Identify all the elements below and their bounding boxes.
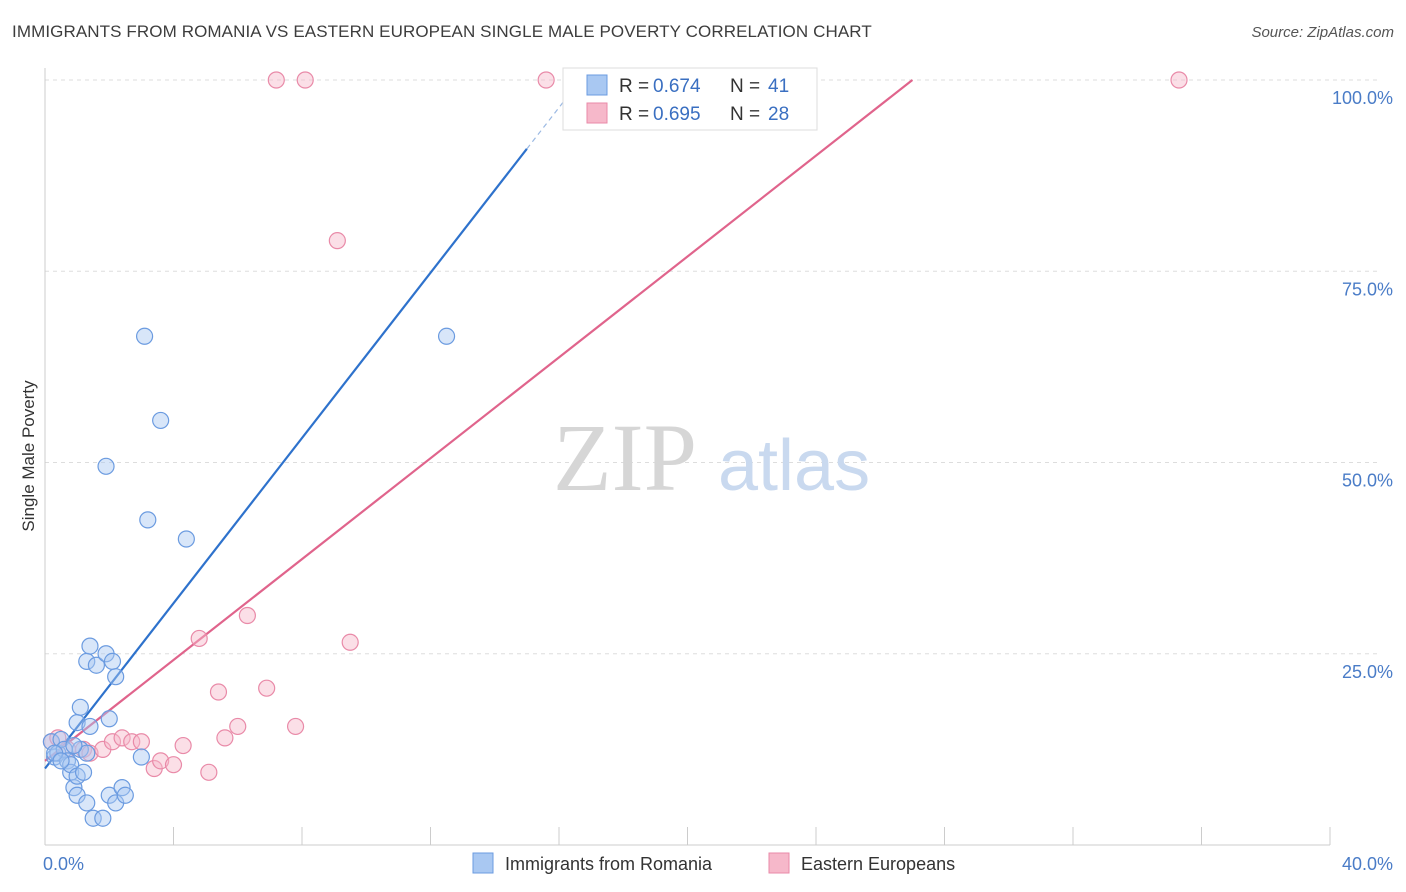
point-romania [116, 786, 134, 804]
point-eastern-europeans [209, 683, 228, 701]
point-romania [87, 656, 106, 674]
watermark: ZIP atlas [553, 404, 870, 511]
stats-swatch-pink [586, 102, 608, 124]
tick-labels: 25.0% 50.0% 75.0% 100.0% 0.0% 40.0% [43, 88, 1393, 874]
trend-line-romania [44, 148, 528, 770]
point-eastern-europeans [286, 717, 305, 736]
point-romania [132, 748, 150, 766]
point-eastern-europeans [1170, 71, 1188, 89]
grid-lines [45, 79, 1380, 655]
point-eastern-europeans [267, 71, 285, 89]
data-points [42, 71, 1188, 827]
stats-r-label-2: R = [619, 104, 649, 125]
trend-line-eastern-europeans [44, 79, 914, 762]
legend-swatch-eastern-europeans [768, 852, 790, 874]
stats-n-value-1: 41 [768, 76, 789, 97]
point-eastern-europeans [103, 733, 122, 751]
point-eastern-europeans [238, 606, 256, 625]
legend-label-romania: Immigrants from Romania [505, 854, 713, 874]
legend-swatch-romania [472, 852, 494, 874]
watermark-atlas: atlas [718, 426, 870, 506]
stats-r-value-1: 0.674 [653, 76, 701, 97]
point-eastern-europeans [537, 71, 555, 89]
series-legend: Immigrants from Romania Eastern European… [472, 852, 955, 874]
trend-lines [44, 79, 914, 770]
point-eastern-europeans [113, 729, 131, 747]
point-romania [107, 668, 125, 686]
point-eastern-europeans [216, 729, 234, 747]
stats-n-label-1: N = [730, 76, 760, 97]
point-eastern-europeans [123, 733, 141, 751]
point-romania [437, 327, 456, 345]
point-eastern-europeans [258, 679, 276, 697]
point-romania [81, 637, 99, 655]
point-romania [135, 327, 154, 345]
point-romania [97, 457, 115, 475]
stats-legend-box: R = 0.674 N = 41 R = 0.695 N = 28 [562, 67, 818, 131]
point-eastern-europeans [132, 733, 150, 751]
point-romania [52, 752, 70, 770]
axes [44, 68, 1331, 846]
y-tick-label: 75.0% [1342, 279, 1393, 299]
point-eastern-europeans [174, 736, 192, 755]
point-romania [71, 698, 89, 716]
stats-r-value-2: 0.695 [653, 104, 701, 125]
point-romania [81, 717, 99, 736]
point-eastern-europeans [328, 232, 346, 250]
point-romania [84, 809, 102, 827]
y-axis-label: Single Male Poverty [19, 380, 38, 532]
point-eastern-europeans [296, 71, 314, 89]
y-tick-label: 25.0% [1342, 662, 1393, 682]
point-romania [152, 411, 170, 430]
point-romania [74, 763, 93, 781]
x-tick-label-min: 0.0% [43, 854, 84, 874]
point-eastern-europeans [341, 633, 359, 651]
point-romania [94, 809, 112, 827]
y-tick-label: 100.0% [1332, 88, 1393, 108]
stats-n-value-2: 28 [768, 104, 789, 125]
x-tick-label-max: 40.0% [1342, 854, 1393, 874]
point-romania [78, 744, 96, 762]
point-eastern-europeans [152, 752, 170, 770]
point-romania [65, 736, 83, 755]
point-romania [177, 530, 195, 548]
point-eastern-europeans [229, 717, 247, 736]
watermark-zip: ZIP [553, 404, 697, 511]
point-eastern-europeans [200, 763, 218, 781]
stats-r-label-1: R = [619, 76, 649, 97]
source-credit: Source: ZipAtlas.com [1251, 24, 1394, 41]
stats-swatch-blue [586, 74, 608, 96]
y-tick-label: 50.0% [1342, 471, 1393, 491]
point-eastern-europeans [164, 756, 183, 774]
legend-label-eastern-europeans: Eastern Europeans [801, 854, 955, 874]
point-romania [139, 511, 157, 529]
point-romania [103, 652, 122, 671]
chart-title: IMMIGRANTS FROM ROMANIA VS EASTERN EUROP… [12, 22, 872, 41]
point-eastern-europeans [190, 629, 208, 648]
point-romania [100, 710, 118, 728]
stats-n-label-2: N = [730, 104, 760, 125]
point-romania [78, 794, 96, 812]
